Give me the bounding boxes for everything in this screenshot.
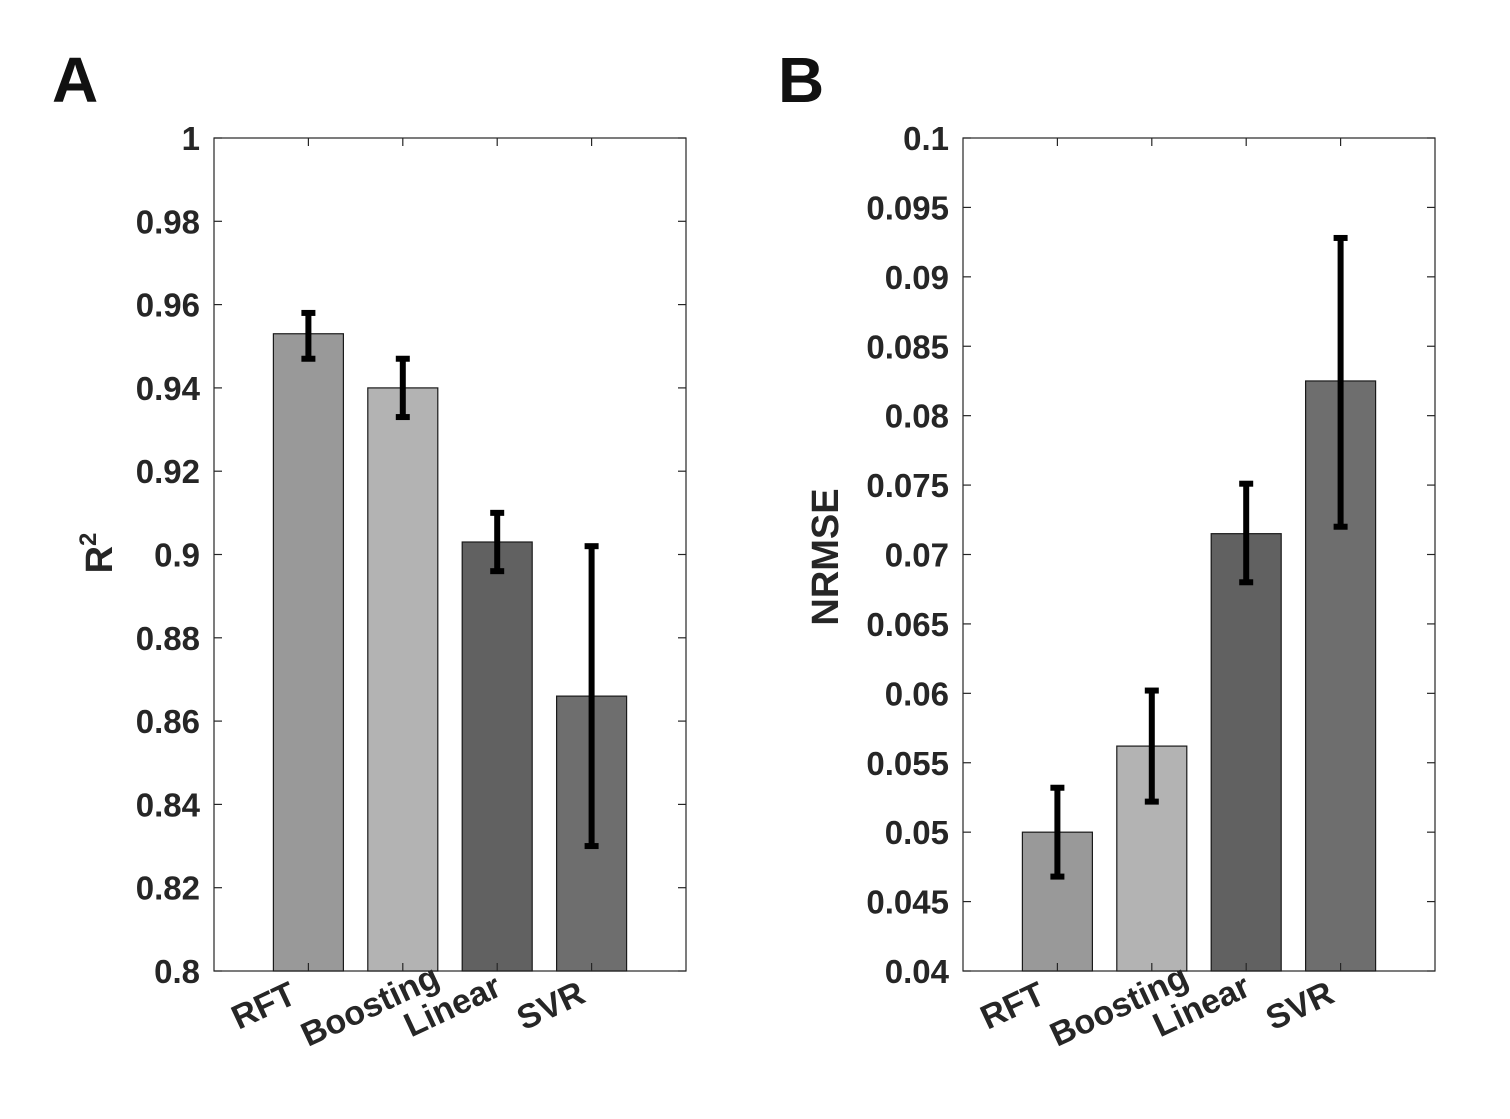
category-label-rft: RFT	[226, 975, 302, 1037]
panel-b-letter: B	[778, 44, 824, 116]
y-tick-label: 0.07	[885, 537, 949, 574]
category-label-svr: SVR	[1260, 974, 1339, 1038]
y-tick-label: 0.98	[136, 203, 200, 240]
y-tick-label: 0.82	[136, 870, 200, 907]
y-tick-label: 0.96	[136, 287, 200, 324]
y-tick-label: 0.88	[136, 620, 200, 657]
error-bar-boosting	[1144, 687, 1159, 805]
bar-linear	[461, 541, 533, 972]
panel-a: A 0.8 0.82 0.84 0.86 0.88 0.9 0.92 0.94 0.96 0.98…	[52, 44, 687, 1054]
y-tick-label: 0.9	[154, 537, 200, 574]
y-tick-label: 0.1	[903, 120, 949, 157]
error-bar-linear	[1239, 480, 1254, 586]
error-bar-rft	[301, 309, 316, 362]
category-label-svr: SVR	[511, 974, 590, 1038]
panel-b: B 0.04 0.045 0.05 0.055 0.06 0.065 0.07 0.075 0.…	[778, 44, 1436, 1054]
y-axis-label-text: NRMSE	[805, 488, 847, 625]
y-tick-label: 0.92	[136, 453, 200, 490]
y-axis-label: NRMSE	[805, 488, 847, 625]
category-label-rft: RFT	[975, 975, 1051, 1037]
y-tick-label: 0.055	[866, 745, 949, 782]
bar-linear	[1210, 533, 1282, 972]
y-tick-label: 0.04	[885, 953, 950, 990]
y-tick-label: 0.94	[136, 370, 201, 407]
y-tick-label: 0.09	[885, 259, 949, 296]
y-tick-label: 0.86	[136, 703, 200, 740]
y-tick-label: 0.065	[866, 606, 949, 643]
panel-a-letter: A	[52, 44, 98, 116]
y-tick-label: 0.05	[885, 814, 949, 851]
y-axis-label-text: R	[79, 546, 121, 573]
error-bar-svr	[1333, 234, 1348, 530]
bar-boosting	[367, 387, 439, 972]
error-bar-boosting	[395, 355, 410, 421]
y-axis-label-superscript: 2	[75, 533, 102, 546]
y-tick-label: 0.8	[154, 953, 200, 990]
y-tick-label: 0.08	[885, 398, 949, 435]
error-bar-linear	[490, 509, 505, 575]
y-tick-label: 0.075	[866, 467, 949, 504]
y-axis-label: R2	[75, 533, 121, 574]
y-tick-label: 0.045	[866, 884, 949, 921]
bar-rft	[272, 333, 344, 972]
error-bar-svr	[584, 543, 599, 850]
y-tick-label: 0.095	[866, 189, 949, 226]
y-tick-label: 0.06	[885, 675, 949, 712]
y-tick-label: 0.085	[866, 328, 949, 365]
y-tick-label: 1	[182, 120, 200, 157]
error-bar-rft	[1050, 784, 1065, 880]
y-tick-label: 0.84	[136, 786, 201, 823]
